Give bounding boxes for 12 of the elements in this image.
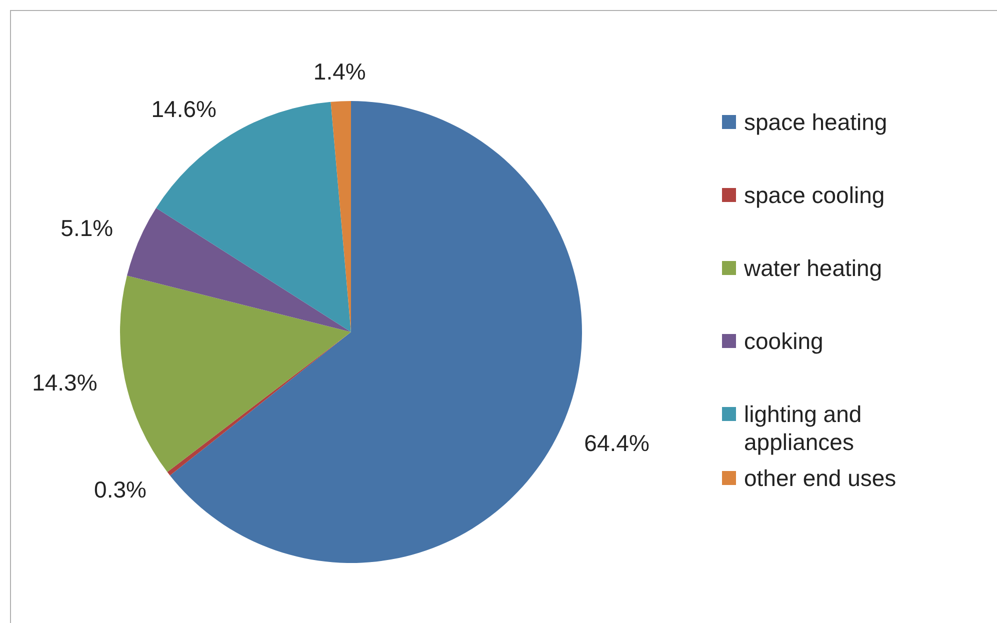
legend-label: cooking bbox=[744, 327, 824, 355]
data-label: 1.4% bbox=[313, 58, 366, 85]
legend-label: space heating bbox=[744, 108, 888, 136]
data-label: 0.3% bbox=[94, 476, 146, 502]
data-label: 64.4% bbox=[584, 430, 650, 456]
data-label: 14.3% bbox=[32, 369, 98, 396]
legend-label: water heating bbox=[744, 254, 882, 282]
legend-label: lighting and appliances bbox=[744, 400, 863, 456]
legend-label: other end uses bbox=[744, 464, 896, 492]
data-label: 5.1% bbox=[60, 214, 114, 241]
legend-label: space cooling bbox=[744, 181, 885, 209]
data-label: 14.6% bbox=[151, 96, 216, 122]
